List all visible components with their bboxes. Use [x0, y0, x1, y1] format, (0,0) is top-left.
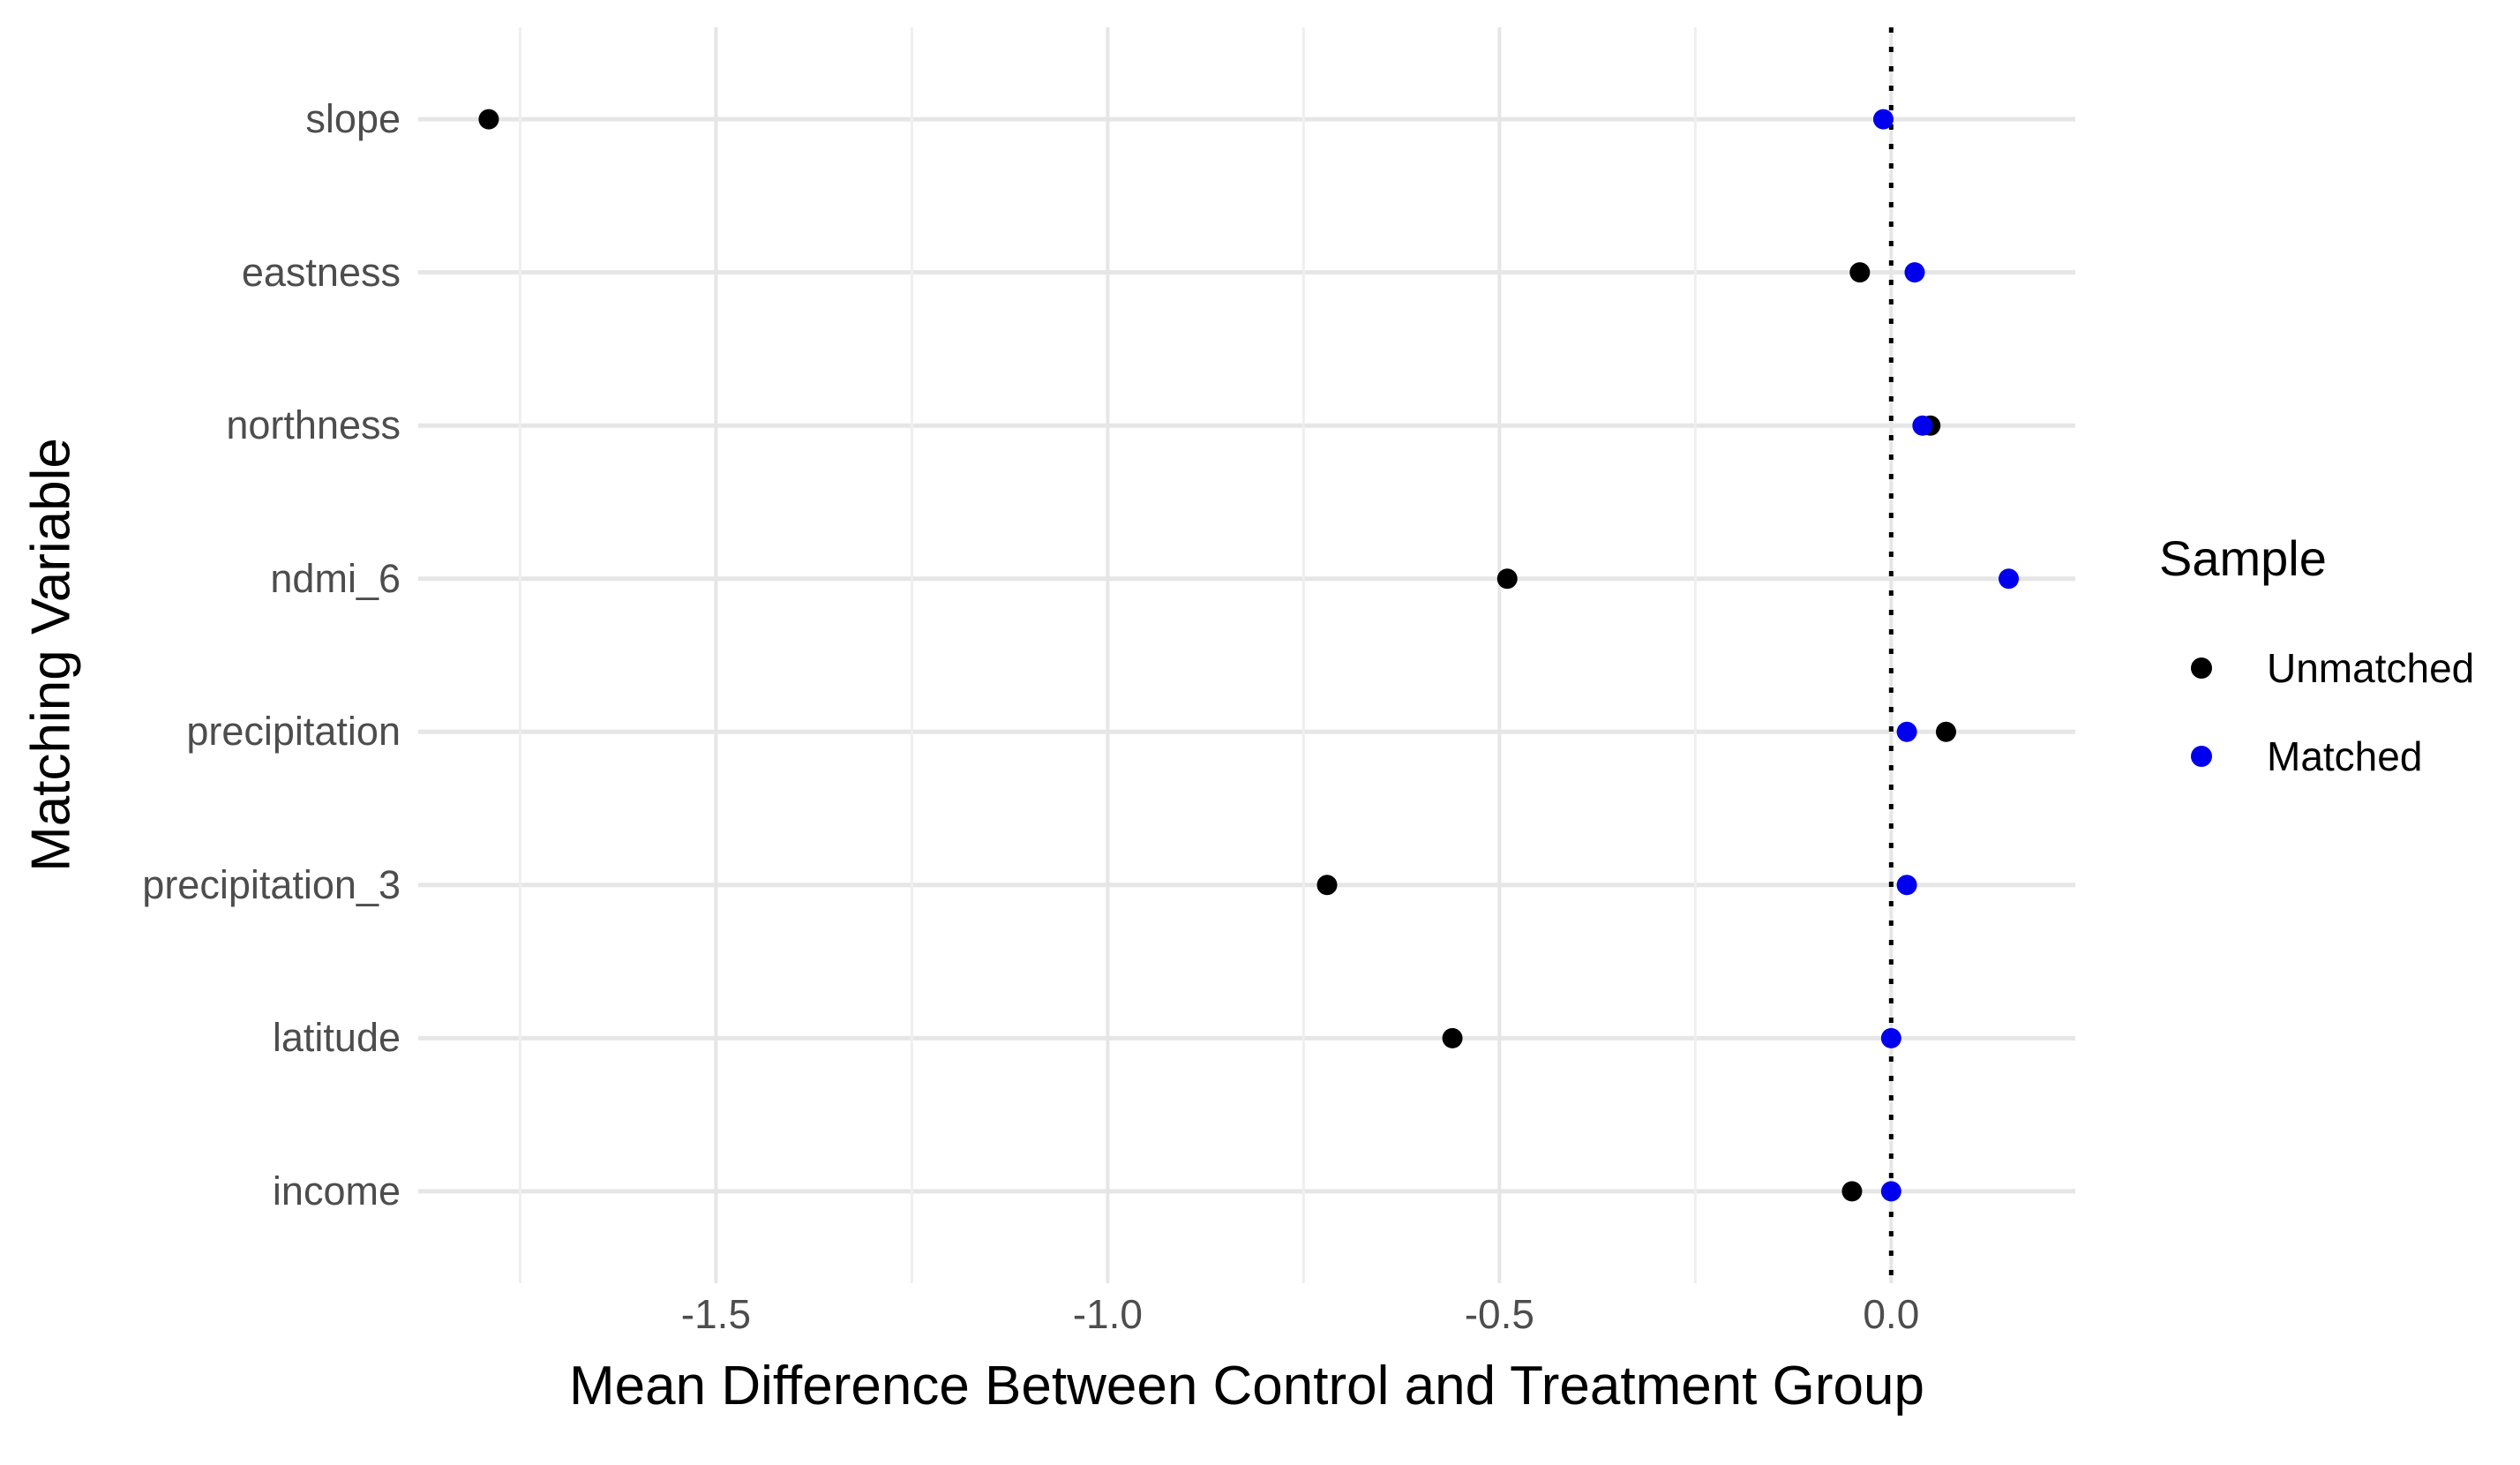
legend-title: Sample: [2159, 530, 2327, 586]
data-point-unmatched: [1849, 262, 1871, 283]
x-tick-label--1.5: -1.5: [680, 1291, 752, 1337]
x-tick-label--0.5: -0.5: [1464, 1291, 1534, 1337]
data-point-matched: [1896, 875, 1917, 896]
y-tick-label-slope: slope: [305, 96, 401, 142]
y-tick-label-latitude: latitude: [272, 1015, 401, 1061]
data-point-unmatched: [1496, 568, 1518, 590]
data-point-matched: [1912, 415, 1933, 436]
data-point-matched: [1872, 109, 1894, 130]
data-point-matched: [1999, 568, 2020, 590]
data-point-unmatched: [1316, 875, 1338, 896]
x-tick-label-0.0: 0.0: [1863, 1291, 1920, 1337]
data-point-unmatched: [1935, 721, 1956, 742]
y-tick-label-ndmi_6: ndmi_6: [270, 555, 401, 601]
y-axis-title: Matching Variable: [20, 438, 82, 872]
legend-label-unmatched: Unmatched: [2267, 645, 2475, 691]
y-tick-label-northness: northness: [226, 402, 401, 448]
data-point-matched: [1896, 721, 1917, 742]
data-point-matched: [1904, 262, 1925, 283]
unmatched-dot-icon: [2191, 657, 2212, 679]
legend-item-unmatched: Unmatched: [2159, 624, 2474, 712]
data-point-unmatched: [1442, 1027, 1463, 1048]
y-tick-label-eastness: eastness: [241, 249, 401, 295]
y-tick-label-precipitation: precipitation: [186, 709, 401, 755]
plot-area: [418, 27, 2075, 1283]
y-tick-label-precipitation_3: precipitation_3: [142, 861, 401, 907]
data-point-unmatched: [478, 109, 499, 130]
y-tick-label-income: income: [272, 1168, 401, 1213]
x-axis-title: Mean Difference Between Control and Trea…: [569, 1356, 1924, 1416]
data-point-matched: [1880, 1181, 1901, 1202]
legend-item-matched: Matched: [2159, 712, 2474, 800]
plot-panel: [418, 27, 2075, 1283]
data-point-unmatched: [1841, 1181, 1863, 1202]
legend: Sample Unmatched Matched: [2159, 530, 2474, 800]
data-point-matched: [1880, 1027, 1901, 1048]
x-tick-label--1.0: -1.0: [1072, 1291, 1144, 1337]
matched-dot-icon: [2191, 746, 2212, 767]
legend-label-matched: Matched: [2267, 733, 2423, 779]
